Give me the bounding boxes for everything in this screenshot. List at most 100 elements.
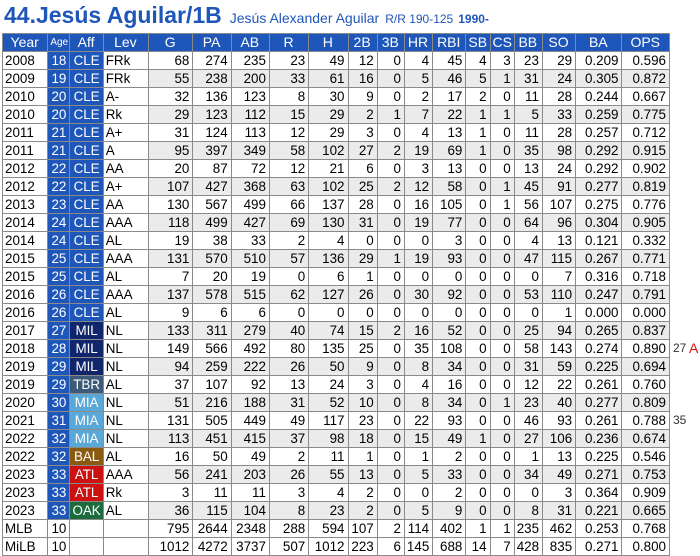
cell-lev: A- — [102, 87, 150, 106]
cell-ops: 0.674 — [621, 429, 670, 448]
cell-aff: CLE — [69, 231, 104, 250]
cell-ba: 0.265 — [575, 321, 623, 340]
cell-ops: 0.546 — [621, 447, 670, 466]
cell-g: 137 — [148, 285, 194, 304]
cell-so: 110 — [541, 285, 577, 304]
cell-cs: 0 — [489, 87, 515, 106]
table-row: 2012 22 CLE A+ 107 427 368 63 102 25 2 12 58 0 1 45 91 0.… — [1, 177, 670, 196]
cell-h: 11 — [308, 447, 349, 466]
cell-cs: 0 — [489, 375, 515, 394]
cell-bb: 31 — [513, 357, 543, 376]
cell-bb: 11 — [513, 123, 543, 142]
cell-ba: 0.316 — [575, 267, 623, 286]
cell-ba: 0.292 — [575, 141, 623, 160]
cell-bb: 1 — [513, 447, 543, 466]
cell-h: 55 — [308, 465, 349, 484]
stats-table: Year Age Aff Lev G PA AB R H 2B 3B HR RBI SB CS BB SO BA O… — [1, 33, 670, 556]
cell-b3: 0 — [376, 429, 405, 448]
cell-r: 12 — [268, 123, 310, 142]
cell-b2: 25 — [347, 177, 378, 196]
cell-age: 10 — [47, 519, 71, 538]
cell-sb: 0 — [465, 483, 491, 502]
cell-hr: 5 — [403, 69, 434, 88]
cell-r: 288 — [268, 519, 310, 538]
cell-rbi: 16 — [432, 375, 467, 394]
cell-age: 29 — [47, 357, 71, 376]
cell-b2: 2 — [347, 483, 378, 502]
cell-ops: 0.000 — [621, 303, 670, 322]
cell-h: 130 — [308, 213, 349, 232]
cell-cs: 1 — [489, 69, 515, 88]
cell-aff: MIA — [69, 429, 104, 448]
cell-cs: 0 — [489, 339, 515, 358]
cell-g: 1012 — [148, 537, 194, 556]
table-row: 2013 23 CLE AA 130 567 499 66 137 28 0 16 105 0 1 56 107… — [1, 195, 670, 214]
cell-b2: 1 — [347, 267, 378, 286]
cell-ab: 279 — [230, 321, 270, 340]
cell-b3: 0 — [376, 465, 405, 484]
cell-b3: 0 — [376, 375, 405, 394]
cell-b2: 23 — [347, 411, 378, 430]
cell-sb: 1 — [465, 123, 491, 142]
cell-r: 57 — [268, 249, 310, 268]
cell-year: 2009 — [1, 69, 49, 88]
cell-age: 33 — [47, 501, 71, 520]
col-header-cs: CS — [489, 33, 515, 52]
cell-sb: 5 — [465, 69, 491, 88]
cell-age: 32 — [47, 429, 71, 448]
cell-cs: 1 — [489, 105, 515, 124]
cell-g: 9 — [148, 303, 194, 322]
col-header-bb: BB — [513, 33, 543, 52]
cell-hr: 0 — [403, 231, 434, 250]
cell-sb: 0 — [465, 195, 491, 214]
cell-hr: 4 — [403, 123, 434, 142]
cell-aff: CLE — [69, 303, 104, 322]
cell-r: 8 — [268, 87, 310, 106]
cell-lev: AAA — [102, 465, 150, 484]
cell-h: 74 — [308, 321, 349, 340]
cell-ab: 222 — [230, 357, 270, 376]
col-header-rbi: RBI — [432, 33, 467, 52]
cell-h: 594 — [308, 519, 349, 538]
cell-sb: 0 — [465, 375, 491, 394]
cell-bb: 23 — [513, 393, 543, 412]
cell-age: 21 — [47, 123, 71, 142]
cell-cs: 0 — [489, 123, 515, 142]
cell-hr: 22 — [403, 411, 434, 430]
cell-r: 15 — [268, 105, 310, 124]
cell-ba: 0.271 — [575, 537, 623, 556]
cell-cs: 0 — [489, 483, 515, 502]
cell-ops: 0.800 — [621, 537, 670, 556]
cell-g: 51 — [148, 393, 194, 412]
cell-rbi: 92 — [432, 285, 467, 304]
cell-cs: 0 — [489, 357, 515, 376]
cell-g: 20 — [148, 159, 194, 178]
total-row: MiLB 10 1012 4272 3737 507 1012 223 6 145 688 14 7 42… — [1, 537, 670, 556]
cell-year: 2019 — [1, 375, 49, 394]
cell-b3: 0 — [376, 501, 405, 520]
cell-lev: NL — [102, 357, 150, 376]
cell-ba: 0.244 — [575, 87, 623, 106]
cell-year: 2015 — [1, 267, 49, 286]
cell-ops: 0.753 — [621, 465, 670, 484]
cell-sb: 0 — [465, 411, 491, 430]
cell-lev: NL — [102, 339, 150, 358]
cell-age: 24 — [47, 231, 71, 250]
cell-pa: 499 — [192, 213, 232, 232]
cell-age: 21 — [47, 141, 71, 160]
cell-ba: 0.236 — [575, 429, 623, 448]
cell-hr: 12 — [403, 177, 434, 196]
cell-sb: 0 — [465, 285, 491, 304]
cell-g: 3 — [148, 483, 194, 502]
cell-aff: CLE — [69, 69, 104, 88]
cell-aff: CLE — [69, 87, 104, 106]
cell-hr: 0 — [403, 483, 434, 502]
cell-rbi: 34 — [432, 393, 467, 412]
cell-pa: 238 — [192, 69, 232, 88]
cell-g: 94 — [148, 357, 194, 376]
cell-lev: A+ — [102, 123, 150, 142]
cell-year: 2017 — [1, 321, 49, 340]
cell-h: 21 — [308, 159, 349, 178]
cell-so: 33 — [541, 105, 577, 124]
cell-so: 91 — [541, 177, 577, 196]
